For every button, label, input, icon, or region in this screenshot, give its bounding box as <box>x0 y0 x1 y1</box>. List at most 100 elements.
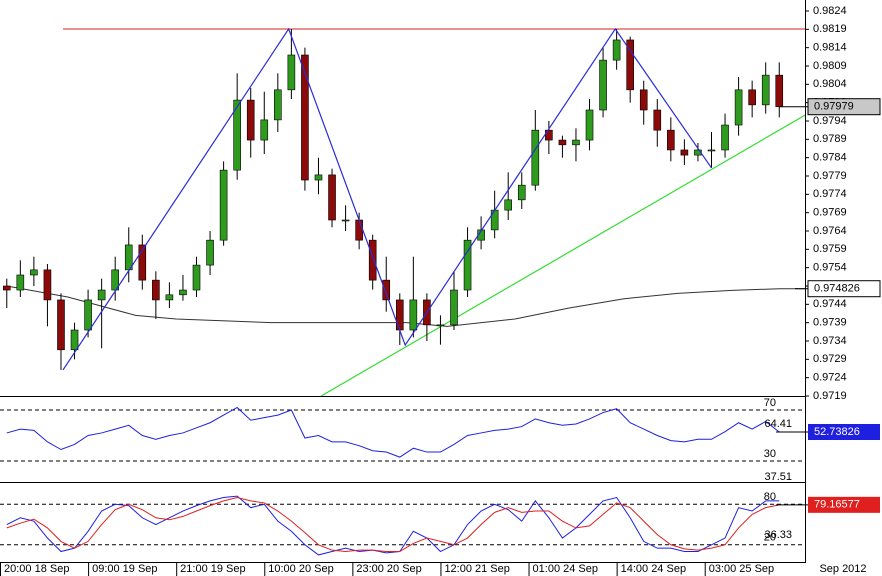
y-tick-label: 0.9804 <box>813 78 847 90</box>
y-tick-label: 0.9819 <box>813 23 847 35</box>
range-label: 37.51 <box>764 471 792 483</box>
candle-body <box>572 139 580 146</box>
candle-body <box>328 174 336 221</box>
candle-body <box>639 89 648 111</box>
candle-body <box>30 269 38 276</box>
y-tick-label: 0.9759 <box>813 243 847 255</box>
candle-body <box>599 59 607 111</box>
moving-average <box>6 285 805 327</box>
range-label: 64.41 <box>764 418 792 430</box>
current-box <box>808 423 880 440</box>
y-tick-label: 0.9774 <box>813 188 847 200</box>
candle-body <box>301 54 309 181</box>
level-label: 20 <box>764 532 776 544</box>
current-label: 79.16577 <box>814 499 860 511</box>
y-tick-label: 0.9734 <box>813 335 847 347</box>
ma-price-box <box>807 280 881 298</box>
candle-body <box>721 124 729 151</box>
y-tick-label: 0.9809 <box>813 60 847 72</box>
candle-body <box>748 89 756 106</box>
last-price-box <box>807 98 881 116</box>
x-tick-label: 03:00 25 Sep <box>709 563 774 575</box>
candle-body <box>734 89 743 126</box>
candle-body <box>368 239 377 281</box>
candle-body <box>653 109 662 131</box>
y-tick-label: 0.9724 <box>813 372 847 384</box>
x-tick-label: 23:00 20 Sep <box>356 563 421 575</box>
indicator-line <box>6 497 780 553</box>
candle-body <box>626 39 634 91</box>
y-tick-label: 0.9794 <box>813 115 847 127</box>
candle-body <box>504 199 513 211</box>
y-tick-label: 0.9779 <box>813 170 847 182</box>
y-tick-label: 0.9789 <box>813 133 847 145</box>
candle-body <box>436 324 445 327</box>
candle-body <box>775 74 784 107</box>
candle-body <box>70 329 79 351</box>
x-tick-label: 09:00 19 Sep <box>92 563 157 575</box>
y-tick-label: 0.9764 <box>813 225 847 237</box>
x-tick-label: 10:00 20 Sep <box>268 563 333 575</box>
candle-body <box>152 279 160 301</box>
candle-body <box>206 239 214 266</box>
y-tick-label: 0.9769 <box>813 207 847 219</box>
y-tick-label: 0.9784 <box>813 152 847 164</box>
trendline <box>320 114 805 396</box>
candle-body <box>138 244 147 281</box>
candle-body <box>531 129 540 186</box>
candle-body <box>612 39 621 61</box>
candle-body <box>450 289 458 326</box>
current-label: 52.73826 <box>814 426 860 438</box>
x-axis-label: Sep 2012 <box>819 563 866 575</box>
candle-body <box>111 269 119 291</box>
x-tick-label: 14:00 24 Sep <box>621 563 686 575</box>
candle-body <box>43 269 52 301</box>
candle-body <box>667 129 675 151</box>
candle-body <box>409 299 418 331</box>
candle-body <box>165 294 174 301</box>
y-tick-label: 0.9814 <box>813 42 847 54</box>
y-tick-label: 0.9719 <box>813 390 847 402</box>
candle-body <box>395 299 404 331</box>
candle-body <box>517 184 526 201</box>
indicator-line <box>6 406 780 458</box>
candle-body <box>57 299 65 351</box>
y-tick-label: 0.9744 <box>813 298 847 310</box>
level-label: 70 <box>764 397 776 409</box>
zigzag <box>62 27 712 371</box>
x-tick-label: 20:00 18 Sep <box>4 563 69 575</box>
candle-body <box>233 99 241 171</box>
candle-body <box>274 89 282 121</box>
level-label: 80 <box>764 491 776 503</box>
candle-body <box>16 274 25 291</box>
candle-body <box>192 264 201 291</box>
y-tick-label: 0.9754 <box>813 262 847 274</box>
candle-body <box>2 285 11 291</box>
candle-body <box>585 109 594 141</box>
last-price-label: 0.97979 <box>814 101 854 113</box>
candle-body <box>219 169 228 241</box>
candle-body <box>97 289 106 301</box>
candle-body <box>761 74 770 106</box>
candle-body <box>287 54 296 91</box>
candle-body <box>260 119 269 141</box>
x-tick-label: 12:00 21 Sep <box>444 563 509 575</box>
candle-body <box>382 279 391 301</box>
candle-body <box>246 99 255 141</box>
candle-body <box>463 239 472 291</box>
x-tick-label: 01:00 24 Sep <box>533 563 598 575</box>
y-tick-label: 0.9739 <box>813 317 847 329</box>
candle-body <box>355 219 363 241</box>
ma-price-label: 0.974826 <box>814 283 860 295</box>
current-box <box>808 496 880 513</box>
range-label: 36.33 <box>764 529 792 541</box>
y-tick-label: 0.9824 <box>813 5 847 17</box>
candle-body <box>707 149 716 152</box>
indicator-line <box>6 495 780 556</box>
candle-body <box>84 299 92 331</box>
x-tick-label: 21:00 19 Sep <box>180 563 245 575</box>
level-label: 30 <box>764 448 776 460</box>
candle-body <box>680 149 689 156</box>
candle-body <box>341 219 350 222</box>
